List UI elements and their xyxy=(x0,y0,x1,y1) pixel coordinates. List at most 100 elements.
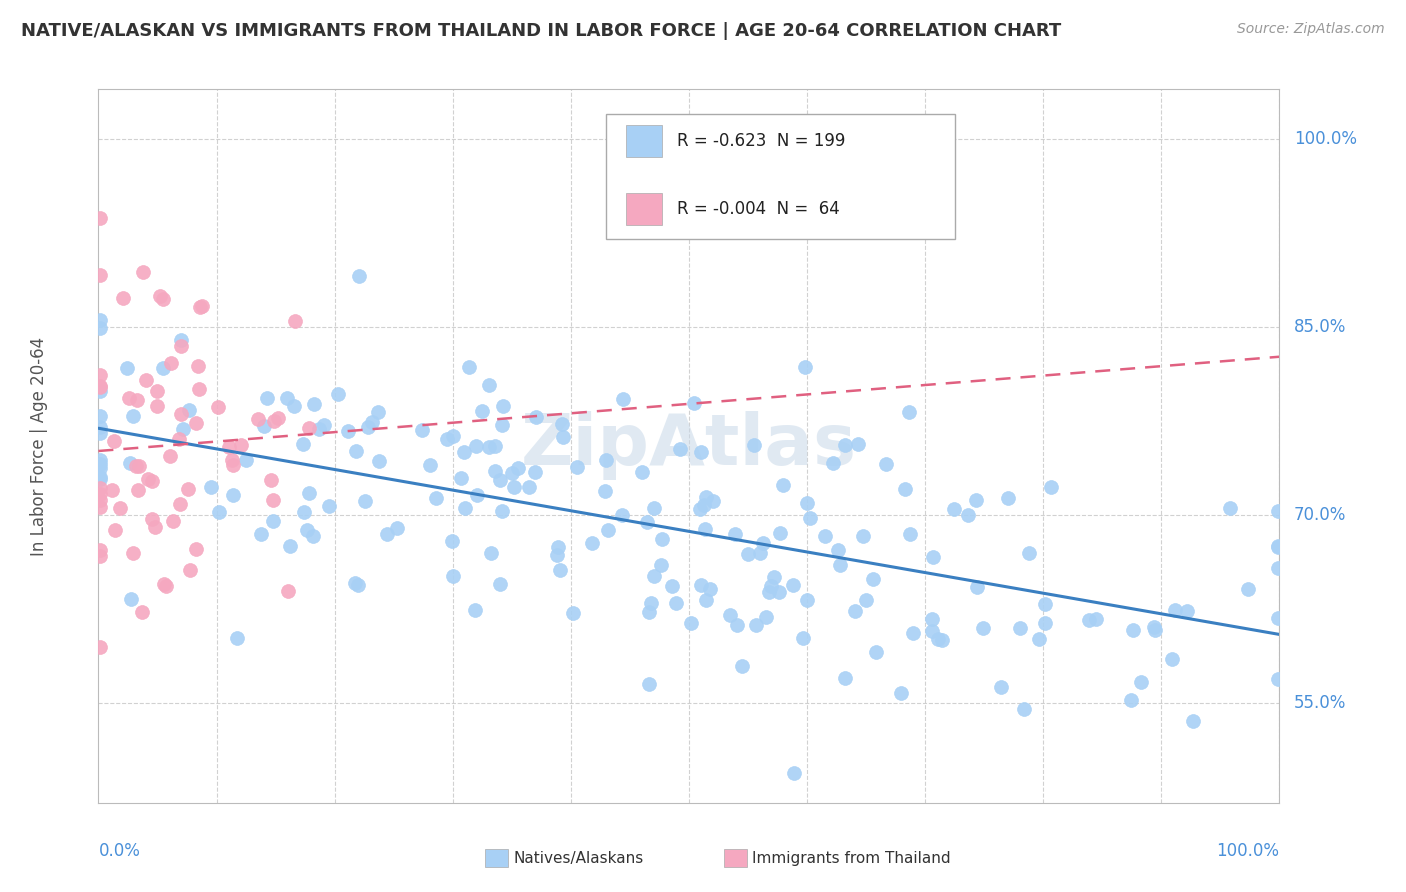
Point xyxy=(464,439,486,453)
Point xyxy=(464,602,486,616)
Point xyxy=(972,621,994,635)
Point xyxy=(141,474,163,488)
Point xyxy=(491,417,513,432)
Point xyxy=(200,481,222,495)
Point xyxy=(755,609,778,624)
Point xyxy=(111,291,134,305)
Point xyxy=(318,500,340,514)
Point xyxy=(679,615,702,630)
Point xyxy=(146,384,169,398)
Point xyxy=(187,359,209,374)
Point xyxy=(262,514,284,528)
Point xyxy=(1040,480,1063,494)
Point xyxy=(523,466,546,480)
Text: R = -0.623  N = 199: R = -0.623 N = 199 xyxy=(678,132,845,150)
Point xyxy=(595,452,617,467)
Point xyxy=(1219,500,1241,515)
Point xyxy=(772,478,794,492)
Point xyxy=(1267,540,1289,554)
Point xyxy=(921,612,943,626)
Point xyxy=(89,426,111,441)
Point xyxy=(796,593,818,607)
Point xyxy=(458,359,481,374)
Point xyxy=(769,525,792,540)
Point xyxy=(922,549,945,564)
Point xyxy=(1181,714,1204,728)
Point xyxy=(89,549,111,564)
Point xyxy=(89,320,111,334)
Point xyxy=(347,578,370,592)
Point xyxy=(160,356,183,370)
Point xyxy=(149,288,172,302)
Point xyxy=(152,360,174,375)
Point xyxy=(844,604,866,618)
Point xyxy=(1085,612,1108,626)
Point xyxy=(1267,611,1289,625)
Point xyxy=(172,422,194,436)
Point xyxy=(222,488,245,502)
Text: ZipAtlas: ZipAtlas xyxy=(522,411,856,481)
Point xyxy=(283,400,305,414)
Point xyxy=(745,618,768,632)
Point xyxy=(471,403,494,417)
Point xyxy=(690,577,713,591)
Point xyxy=(966,580,988,594)
Point xyxy=(484,439,506,453)
Point xyxy=(304,397,326,411)
Text: 100.0%: 100.0% xyxy=(1294,130,1357,148)
Point xyxy=(865,645,887,659)
Point xyxy=(1267,504,1289,518)
Point xyxy=(256,392,278,406)
Point xyxy=(1267,672,1289,686)
Point xyxy=(295,523,318,537)
Point xyxy=(612,392,634,407)
Text: Immigrants from Thailand: Immigrants from Thailand xyxy=(752,851,950,865)
Text: Natives/Alaskans: Natives/Alaskans xyxy=(513,851,644,865)
Point xyxy=(1175,604,1198,618)
Point xyxy=(367,405,389,419)
Point xyxy=(821,457,844,471)
Point xyxy=(125,392,148,407)
Point xyxy=(177,403,200,417)
Point xyxy=(450,471,472,485)
Point xyxy=(263,414,285,428)
Point xyxy=(135,373,157,387)
Point xyxy=(121,409,143,424)
Point xyxy=(247,412,270,426)
Point xyxy=(115,361,138,376)
Point xyxy=(89,460,111,475)
Point xyxy=(103,434,125,449)
Point xyxy=(695,490,717,504)
Point xyxy=(436,432,458,446)
Point xyxy=(551,417,574,431)
Point xyxy=(898,527,921,541)
Point xyxy=(152,292,174,306)
Point xyxy=(638,605,661,619)
Point xyxy=(89,368,111,382)
Text: 85.0%: 85.0% xyxy=(1294,318,1346,336)
Point xyxy=(221,453,243,467)
Point xyxy=(89,472,111,486)
Point xyxy=(278,539,301,553)
Point xyxy=(298,420,321,434)
Point xyxy=(668,442,690,457)
Point xyxy=(104,523,127,537)
Point xyxy=(454,501,477,516)
Point xyxy=(357,419,380,434)
Point xyxy=(441,568,464,582)
Point xyxy=(695,592,717,607)
Point xyxy=(581,536,603,550)
Point xyxy=(478,378,501,392)
Point xyxy=(385,521,408,535)
Point xyxy=(208,505,231,519)
Point xyxy=(89,640,111,655)
Point xyxy=(506,461,529,475)
Point xyxy=(314,418,336,433)
Point xyxy=(128,459,150,474)
Point xyxy=(695,522,717,536)
Point xyxy=(186,417,208,431)
Point xyxy=(834,438,856,452)
Point xyxy=(249,527,271,541)
Point xyxy=(636,515,658,529)
Point xyxy=(465,488,488,502)
